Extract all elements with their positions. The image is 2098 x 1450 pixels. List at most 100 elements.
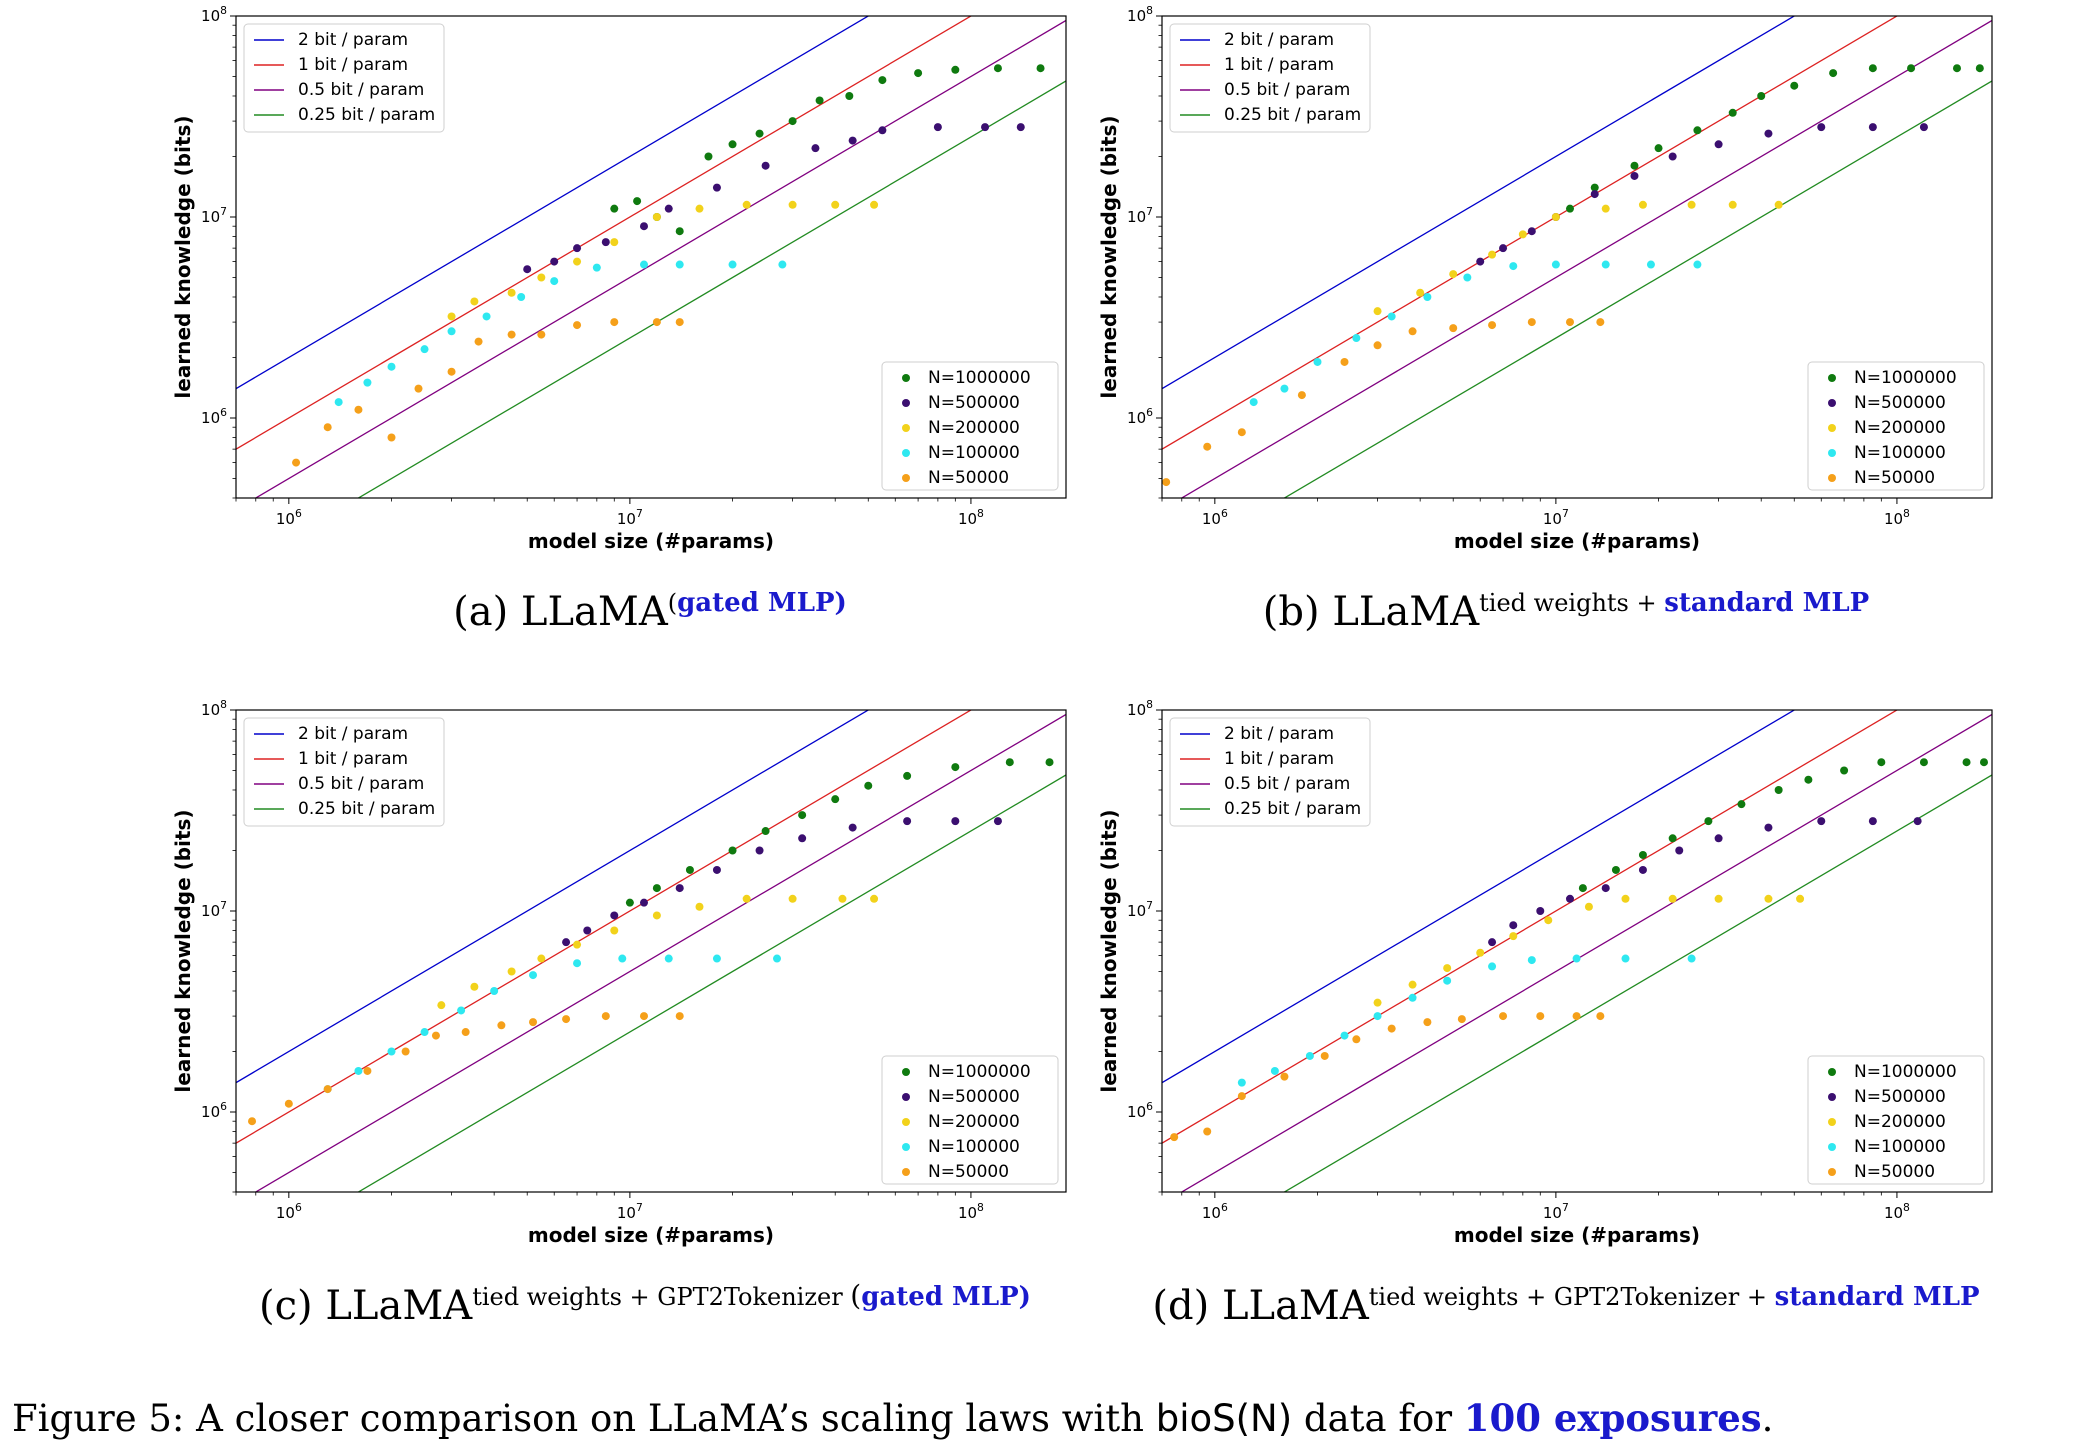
- point-n=200000: [573, 257, 582, 266]
- point-n=100000: [1270, 1066, 1279, 1075]
- point-n=100000: [1551, 260, 1560, 269]
- point-n=50000: [675, 1012, 684, 1021]
- y-axis-label: learned knowledge (bits): [1097, 115, 1121, 398]
- y-axis-label: learned knowledge (bits): [1097, 809, 1121, 1092]
- line-legend-label: 0.25 bit / param: [298, 799, 435, 819]
- point-n=100000: [712, 954, 721, 963]
- scatter-legend-label: N=50000: [1854, 1162, 1935, 1182]
- point-n=100000: [363, 378, 372, 387]
- point-n=100000: [517, 292, 526, 301]
- scatter-legend-marker: [902, 1093, 910, 1101]
- point-n=200000: [1687, 200, 1696, 209]
- point-n=200000: [1796, 894, 1805, 903]
- point-n=100000: [1313, 357, 1322, 366]
- point-n=1000000: [1704, 817, 1713, 826]
- panel-caption-sup: tied weights +: [1479, 589, 1664, 617]
- panel-caption-tag: (a): [453, 589, 521, 635]
- line-legend-label: 0.5 bit / param: [298, 774, 424, 794]
- point-n=500000: [1714, 834, 1723, 843]
- point-n=500000: [639, 222, 648, 231]
- point-n=1000000: [1829, 69, 1838, 78]
- point-n=1000000: [914, 69, 923, 78]
- scatter-legend-marker: [902, 1068, 910, 1076]
- scatter-legend-label: N=500000: [1854, 393, 1946, 413]
- line-legend-label: 0.5 bit / param: [1224, 80, 1350, 100]
- panel-caption-main: LLaMA: [325, 1283, 473, 1329]
- scatter-points: [248, 758, 1054, 1126]
- point-n=1000000: [1630, 161, 1639, 170]
- point-n=500000: [1536, 907, 1545, 916]
- point-n=500000: [1488, 938, 1497, 947]
- line-legend-label: 1 bit / param: [298, 749, 408, 769]
- point-n=50000: [1423, 1018, 1432, 1027]
- point-n=100000: [354, 1066, 363, 1075]
- y-tick-label: 106: [1127, 406, 1153, 427]
- axes-frame: [1161, 15, 1993, 499]
- scatter-legend-label: N=200000: [928, 418, 1020, 438]
- point-n=100000: [592, 263, 601, 272]
- point-n=1000000: [864, 781, 873, 790]
- x-axis-label: model size (#params): [528, 1223, 774, 1247]
- ref-line-0.5-bit: [1180, 19, 1992, 498]
- scatter-legend-marker: [1828, 474, 1836, 482]
- point-n=50000: [1596, 318, 1605, 327]
- point-n=100000: [387, 362, 396, 371]
- point-n=500000: [761, 161, 770, 170]
- point-n=100000: [1488, 962, 1497, 971]
- point-n=200000: [573, 940, 582, 949]
- y-tick-label: 108: [201, 4, 227, 25]
- caption-mid: data for: [1292, 1397, 1464, 1440]
- scatter-legend-marker: [902, 1168, 910, 1176]
- point-n=1000000: [1005, 758, 1014, 767]
- point-n=50000: [675, 318, 684, 327]
- captions-layer: (a) LLaMA(gated MLP) (b) LLaMAtied weight…: [259, 588, 1980, 1329]
- scatter-legend-marker: [1828, 1093, 1836, 1101]
- point-n=1000000: [755, 129, 764, 138]
- point-n=500000: [1476, 257, 1485, 266]
- point-n=1000000: [1654, 144, 1663, 153]
- ref-line-2-bit: [236, 710, 870, 1084]
- panel-caption-highlight: gated MLP): [861, 1282, 1031, 1312]
- point-n=1000000: [1737, 800, 1746, 809]
- point-n=200000: [507, 967, 516, 976]
- y-tick-label: 107: [1127, 899, 1153, 920]
- scatter-legend-label: N=50000: [928, 468, 1009, 488]
- point-n=50000: [1280, 1072, 1289, 1081]
- scatter-legend-label: N=50000: [1854, 468, 1935, 488]
- point-n=1000000: [1840, 766, 1849, 775]
- point-n=1000000: [1868, 64, 1877, 73]
- point-n=500000: [1714, 140, 1723, 149]
- point-n=50000: [1572, 1012, 1581, 1021]
- line-legend-label: 1 bit / param: [1224, 749, 1334, 769]
- chart-panel-c: 106 107 108 106 107 108 model size (#params) le…: [171, 698, 1067, 1247]
- scatter-legend-label: N=100000: [928, 443, 1020, 463]
- point-n=100000: [387, 1047, 396, 1056]
- point-n=1000000: [610, 204, 619, 213]
- line-legend-label: 0.5 bit / param: [298, 80, 424, 100]
- point-n=200000: [870, 894, 879, 903]
- point-n=500000: [1601, 884, 1610, 893]
- line-legend-box: [1169, 23, 1371, 133]
- point-n=100000: [1601, 260, 1610, 269]
- point-n=500000: [811, 144, 820, 153]
- x-tick-label: 107: [1543, 1201, 1569, 1222]
- ref-line-0.25-bit: [357, 774, 1066, 1192]
- point-n=500000: [573, 244, 582, 253]
- point-n=100000: [778, 260, 787, 269]
- x-tick-label: 106: [276, 1201, 302, 1222]
- point-n=500000: [712, 183, 721, 192]
- point-n=200000: [1714, 894, 1723, 903]
- point-n=50000: [1237, 1092, 1246, 1101]
- point-n=500000: [1590, 190, 1599, 199]
- point-n=100000: [482, 312, 491, 321]
- scatter-legend-label: N=100000: [1854, 1137, 1946, 1157]
- reference-lines: [1162, 16, 1992, 498]
- line-legend-box: [1169, 717, 1371, 827]
- line-legend-label: 2 bit / param: [1224, 724, 1334, 744]
- point-n=1000000: [1907, 64, 1916, 73]
- line-legend-box: [243, 717, 445, 827]
- point-n=50000: [431, 1031, 440, 1040]
- point-n=1000000: [1979, 758, 1988, 767]
- point-n=200000: [1443, 964, 1452, 973]
- point-n=1000000: [1877, 758, 1886, 767]
